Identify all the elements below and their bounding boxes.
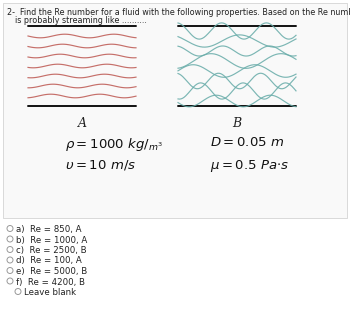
Text: d)  Re = 100, A: d) Re = 100, A — [16, 256, 82, 265]
Text: $\mu = 0.5\ Pa{\cdot}s$: $\mu = 0.5\ Pa{\cdot}s$ — [210, 158, 289, 174]
Text: b)  Re = 1000, A: b) Re = 1000, A — [16, 235, 87, 244]
Text: 2-  Find the Re number for a fluid with the following properties. Based on the R: 2- Find the Re number for a fluid with t… — [7, 8, 350, 17]
Circle shape — [7, 225, 13, 231]
Text: $\upsilon = 10\ \mathit{m}/s$: $\upsilon = 10\ \mathit{m}/s$ — [65, 158, 136, 172]
Circle shape — [7, 257, 13, 263]
Text: $\rho = 1000\ \mathit{kg}/_{m^3}$: $\rho = 1000\ \mathit{kg}/_{m^3}$ — [65, 136, 163, 153]
Circle shape — [7, 236, 13, 242]
Text: B: B — [232, 117, 241, 130]
Text: f)  Re = 4200, B: f) Re = 4200, B — [16, 277, 85, 286]
Text: e)  Re = 5000, B: e) Re = 5000, B — [16, 267, 87, 276]
Text: is probably streaming like ..........: is probably streaming like .......... — [15, 16, 147, 25]
Text: Leave blank: Leave blank — [24, 288, 76, 297]
Text: a)  Re = 850, A: a) Re = 850, A — [16, 225, 82, 234]
Text: A: A — [77, 117, 86, 130]
Text: c)  Re = 2500, B: c) Re = 2500, B — [16, 246, 87, 255]
Circle shape — [15, 288, 21, 294]
Circle shape — [7, 278, 13, 284]
FancyBboxPatch shape — [3, 3, 347, 218]
Text: $D = 0.05\ m$: $D = 0.05\ m$ — [210, 136, 284, 149]
Circle shape — [7, 267, 13, 273]
Circle shape — [7, 246, 13, 252]
